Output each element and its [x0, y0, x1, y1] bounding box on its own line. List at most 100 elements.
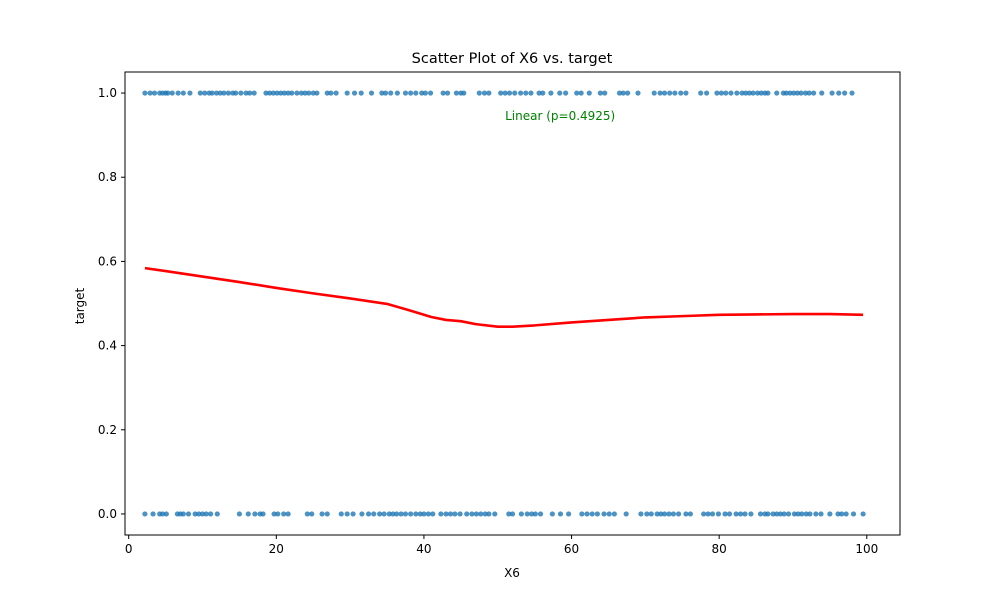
scatter-point: [512, 90, 518, 96]
scatter-point: [557, 90, 563, 96]
y-tick-label: 0.0: [98, 507, 117, 521]
scatter-point: [818, 511, 824, 517]
scatter-point: [748, 511, 754, 517]
scatter-point: [324, 90, 330, 96]
scatter-point: [733, 511, 739, 517]
scatter-point: [419, 90, 425, 96]
scatter-point: [344, 511, 350, 517]
scatter-point: [165, 90, 171, 96]
scatter-point: [635, 90, 641, 96]
scatter-point: [197, 90, 203, 96]
y-tick-label: 0.6: [98, 254, 117, 268]
scatter-point: [584, 511, 590, 517]
scatter-point: [310, 90, 316, 96]
scatter-point: [651, 90, 657, 96]
scatter-point: [169, 90, 175, 96]
scatter-point: [787, 90, 793, 96]
scatter-point: [498, 90, 504, 96]
scatter-point: [586, 90, 592, 96]
scatter-point: [314, 90, 320, 96]
scatter-point: [417, 511, 423, 517]
scatter-point: [524, 511, 530, 517]
scatter-point: [413, 511, 419, 517]
scatter-point: [781, 511, 787, 517]
scatter-point: [842, 90, 848, 96]
scatter-point: [537, 511, 544, 517]
scatter-point: [187, 90, 193, 96]
scatter-point: [594, 511, 600, 517]
scatter-point: [247, 90, 253, 96]
scatter-point: [425, 511, 431, 517]
scatter-point: [557, 511, 564, 517]
scatter-point: [839, 511, 845, 517]
scatter-point: [722, 511, 728, 517]
scatter-point: [777, 511, 784, 517]
y-tick-label: 0.2: [98, 423, 117, 437]
scatter-point: [675, 511, 682, 517]
scatter-point: [803, 511, 809, 517]
scatter-point: [430, 511, 436, 517]
scatter-point: [670, 511, 677, 517]
scatter-point: [304, 511, 310, 517]
scatter-point: [142, 90, 148, 96]
scatter-point: [447, 511, 454, 517]
scatter-point: [209, 90, 215, 96]
scatter-point: [799, 511, 805, 517]
scatter-point: [827, 511, 833, 517]
scatter-point: [285, 511, 291, 517]
x-axis-label: X6: [504, 566, 520, 580]
scatter-point: [180, 90, 186, 96]
scatter-point: [294, 90, 300, 96]
trend-annotation: Linear (p=0.4925): [505, 109, 615, 123]
scatter-point: [473, 511, 479, 517]
scatter-point: [715, 511, 722, 517]
scatter-point: [739, 90, 745, 96]
scatter-point: [518, 511, 524, 517]
scatter-point: [785, 511, 792, 517]
scatter-point: [377, 511, 383, 517]
y-axis-label: target: [73, 287, 87, 324]
scatter-point: [453, 90, 459, 96]
scatter-point: [382, 90, 389, 96]
scatter-point: [518, 90, 524, 96]
y-tick-label: 0.8: [98, 170, 117, 184]
scatter-point: [486, 511, 492, 517]
scatter-point: [623, 511, 629, 517]
scatter-point: [566, 511, 572, 517]
scatter-point: [289, 90, 295, 96]
scatter-point: [843, 511, 849, 517]
scatter-point: [278, 90, 284, 96]
scatter-point: [274, 90, 280, 96]
scatter-point: [602, 90, 608, 96]
scatter-point: [309, 511, 315, 517]
scatter-point: [324, 511, 330, 517]
scatter-point: [333, 90, 339, 96]
scatter-point: [252, 511, 258, 517]
scatter-point: [836, 90, 842, 96]
scatter-point: [638, 511, 644, 517]
scatter-point: [672, 90, 678, 96]
scatter-point: [742, 511, 748, 517]
scatter-point: [142, 511, 148, 517]
scatter-point: [281, 90, 288, 96]
scatter-point: [811, 90, 817, 96]
scatter-point: [260, 511, 266, 517]
scatter-point: [737, 511, 744, 517]
scatter-point: [657, 90, 663, 96]
scatter-point: [440, 90, 446, 96]
scatter-point: [625, 90, 631, 96]
scatter-point: [548, 90, 554, 96]
scatter-point: [388, 90, 394, 96]
scatter-point: [394, 90, 400, 96]
scatter-point: [469, 511, 475, 517]
scatter-point: [529, 511, 535, 517]
scatter-point: [175, 90, 181, 96]
scatter-point: [798, 90, 804, 96]
scatter-point: [743, 90, 749, 96]
scatter-point: [402, 90, 409, 96]
x-tick-label: 80: [712, 542, 727, 556]
scatter-point: [774, 90, 780, 96]
scatter-point: [359, 511, 365, 517]
scatter-point: [402, 511, 409, 517]
